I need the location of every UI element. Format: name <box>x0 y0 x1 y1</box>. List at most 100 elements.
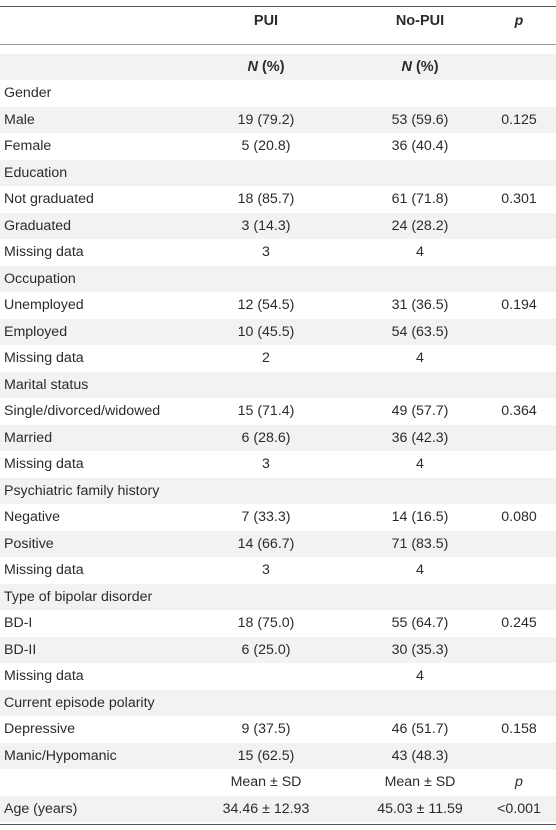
table-row: Age (years) 34.46 ± 12.93 45.03 ± 11.59 <0.… <box>0 795 556 822</box>
row-label: Employed <box>4 323 68 340</box>
cell-nopui: 36 (42.3) <box>391 429 449 446</box>
cell-p: 0.080 <box>501 509 537 525</box>
cell-nopui: 4 <box>416 668 424 684</box>
cell-pui: 6 (25.0) <box>241 641 291 658</box>
cell-nopui: 71 (83.5) <box>391 535 449 552</box>
table-row: Unemployed 12 (54.5) 31 (36.5) 0.194 <box>0 292 556 318</box>
table-row: Gender <box>0 80 556 106</box>
cell-pui: 3 <box>262 456 270 472</box>
table-row: Positive 14 (66.7) 71 (83.5) <box>0 530 556 557</box>
cell-nopui: 46 (51.7) <box>391 721 449 737</box>
row-label: Positive <box>4 535 54 552</box>
unit-nopui: N (%) <box>401 59 439 75</box>
cell-pui: 19 (79.2) <box>237 111 295 128</box>
cell-p: 0.301 <box>501 191 537 207</box>
cell-p: 0.364 <box>501 403 537 419</box>
row-label: Unemployed <box>4 297 84 313</box>
table-row: Psychiatric family history <box>0 477 556 504</box>
row-label: Depressive <box>4 721 75 737</box>
table-row: Education <box>0 159 556 186</box>
cell-nopui: 53 (59.6) <box>391 111 449 128</box>
cell-p: 0.194 <box>501 297 537 313</box>
table-row: Missing data 3 4 <box>0 239 556 265</box>
row-label: Graduated <box>4 217 72 234</box>
cell-pui: 10 (45.5) <box>237 323 295 340</box>
cell-nopui: 54 (63.5) <box>391 323 449 340</box>
table-row: BD-I 18 (75.0) 55 (64.7) 0.245 <box>0 610 556 636</box>
row-label: Age (years) <box>4 800 78 817</box>
table-row: Not graduated 18 (85.7) 61 (71.8) 0.301 <box>0 186 556 212</box>
row-label: Current episode polarity <box>4 694 155 711</box>
cell-nopui: 55 (64.7) <box>391 615 449 631</box>
table-row: Mean ± SD Mean ± SD p <box>0 769 556 795</box>
cell-pui: 9 (37.5) <box>241 721 291 737</box>
table-row: Occupation <box>0 265 556 292</box>
row-label: Negative <box>4 509 60 525</box>
table-row: Married 6 (28.6) 36 (42.3) <box>0 424 556 451</box>
cell-nopui: 45.03 ± 11.59 <box>377 800 463 817</box>
row-label: Missing data <box>4 244 84 260</box>
table-top-rule <box>0 6 556 7</box>
table-row: Depressive 9 (37.5) 46 (51.7) 0.158 <box>0 716 556 742</box>
cell-pui: 5 (20.8) <box>241 138 291 154</box>
row-label: Gender <box>4 85 52 101</box>
cell-pui: 12 (54.5) <box>237 297 295 313</box>
cell-pui: 3 <box>262 562 270 578</box>
row-label: Missing data <box>4 562 84 578</box>
cell-nopui: 31 (36.5) <box>391 297 449 313</box>
row-label: Female <box>4 138 52 154</box>
row-label: Manic/Hypomanic <box>4 747 117 764</box>
cell-pui: 7 (33.3) <box>241 509 291 525</box>
cell-pui: 15 (62.5) <box>237 747 295 764</box>
header-p: p <box>514 13 524 29</box>
unit-pui: N (%) <box>247 59 285 75</box>
row-label: Single/divorced/widowed <box>4 403 161 419</box>
header-nopui: No-PUI <box>395 13 445 29</box>
cell-pui: 2 <box>262 350 270 366</box>
table-row: Missing data 3 4 <box>0 451 556 477</box>
cell-p: 0.125 <box>501 111 537 128</box>
row-label: Missing data <box>4 350 84 366</box>
table-row: Current episode polarity <box>0 689 556 716</box>
cell-nopui: 14 (16.5) <box>391 509 449 525</box>
cell-nopui: Mean ± SD <box>384 774 456 790</box>
unit-row: N (%) N (%) <box>0 54 556 80</box>
cell-pui: 3 <box>262 244 270 260</box>
table-row: Graduated 3 (14.3) 24 (28.2) <box>0 212 556 239</box>
header-pui: PUI <box>253 13 279 29</box>
cell-pui: 3 (14.3) <box>241 217 291 234</box>
cell-pui: 34.46 ± 12.93 <box>222 800 310 817</box>
cell-nopui: 61 (71.8) <box>391 191 449 207</box>
table-bottom-rule <box>0 824 556 825</box>
row-label: Psychiatric family history <box>4 482 160 499</box>
row-label: BD-II <box>4 641 37 658</box>
row-label: Marital status <box>4 376 89 393</box>
cell-nopui: 36 (40.4) <box>391 138 449 154</box>
row-label: Missing data <box>4 456 84 472</box>
table-row: Employed 10 (45.5) 54 (63.5) <box>0 318 556 345</box>
table-row: Marital status <box>0 371 556 398</box>
table-row: Manic/Hypomanic 15 (62.5) 43 (48.3) <box>0 742 556 769</box>
table-row: BD-II 6 (25.0) 30 (35.3) <box>0 636 556 663</box>
cell-nopui: 4 <box>416 456 424 472</box>
cell-pui: 18 (85.7) <box>237 191 295 207</box>
cell-pui: 6 (28.6) <box>241 429 291 446</box>
cell-p: 0.158 <box>501 721 537 737</box>
cell-nopui: 4 <box>416 350 424 366</box>
table-row: Male 19 (79.2) 53 (59.6) 0.125 <box>0 106 556 133</box>
cell-nopui: 4 <box>416 562 424 578</box>
row-label: Married <box>4 429 53 446</box>
cell-nopui: 49 (57.7) <box>391 403 449 419</box>
table-row: Missing data 2 4 <box>0 345 556 371</box>
cell-nopui: 4 <box>416 244 424 260</box>
table-row: Female 5 (20.8) 36 (40.4) <box>0 133 556 159</box>
cell-nopui: 24 (28.2) <box>391 217 449 234</box>
cell-p: 0.245 <box>501 615 537 631</box>
table-row: Missing data 3 4 <box>0 557 556 583</box>
table-row: Single/divorced/widowed 15 (71.4) 49 (57.7… <box>0 398 556 424</box>
row-label: Male <box>4 111 35 128</box>
table-row: Missing data 4 <box>0 663 556 689</box>
cell-pui: Mean ± SD <box>230 774 302 790</box>
table-row: Type of bipolar disorder <box>0 583 556 610</box>
